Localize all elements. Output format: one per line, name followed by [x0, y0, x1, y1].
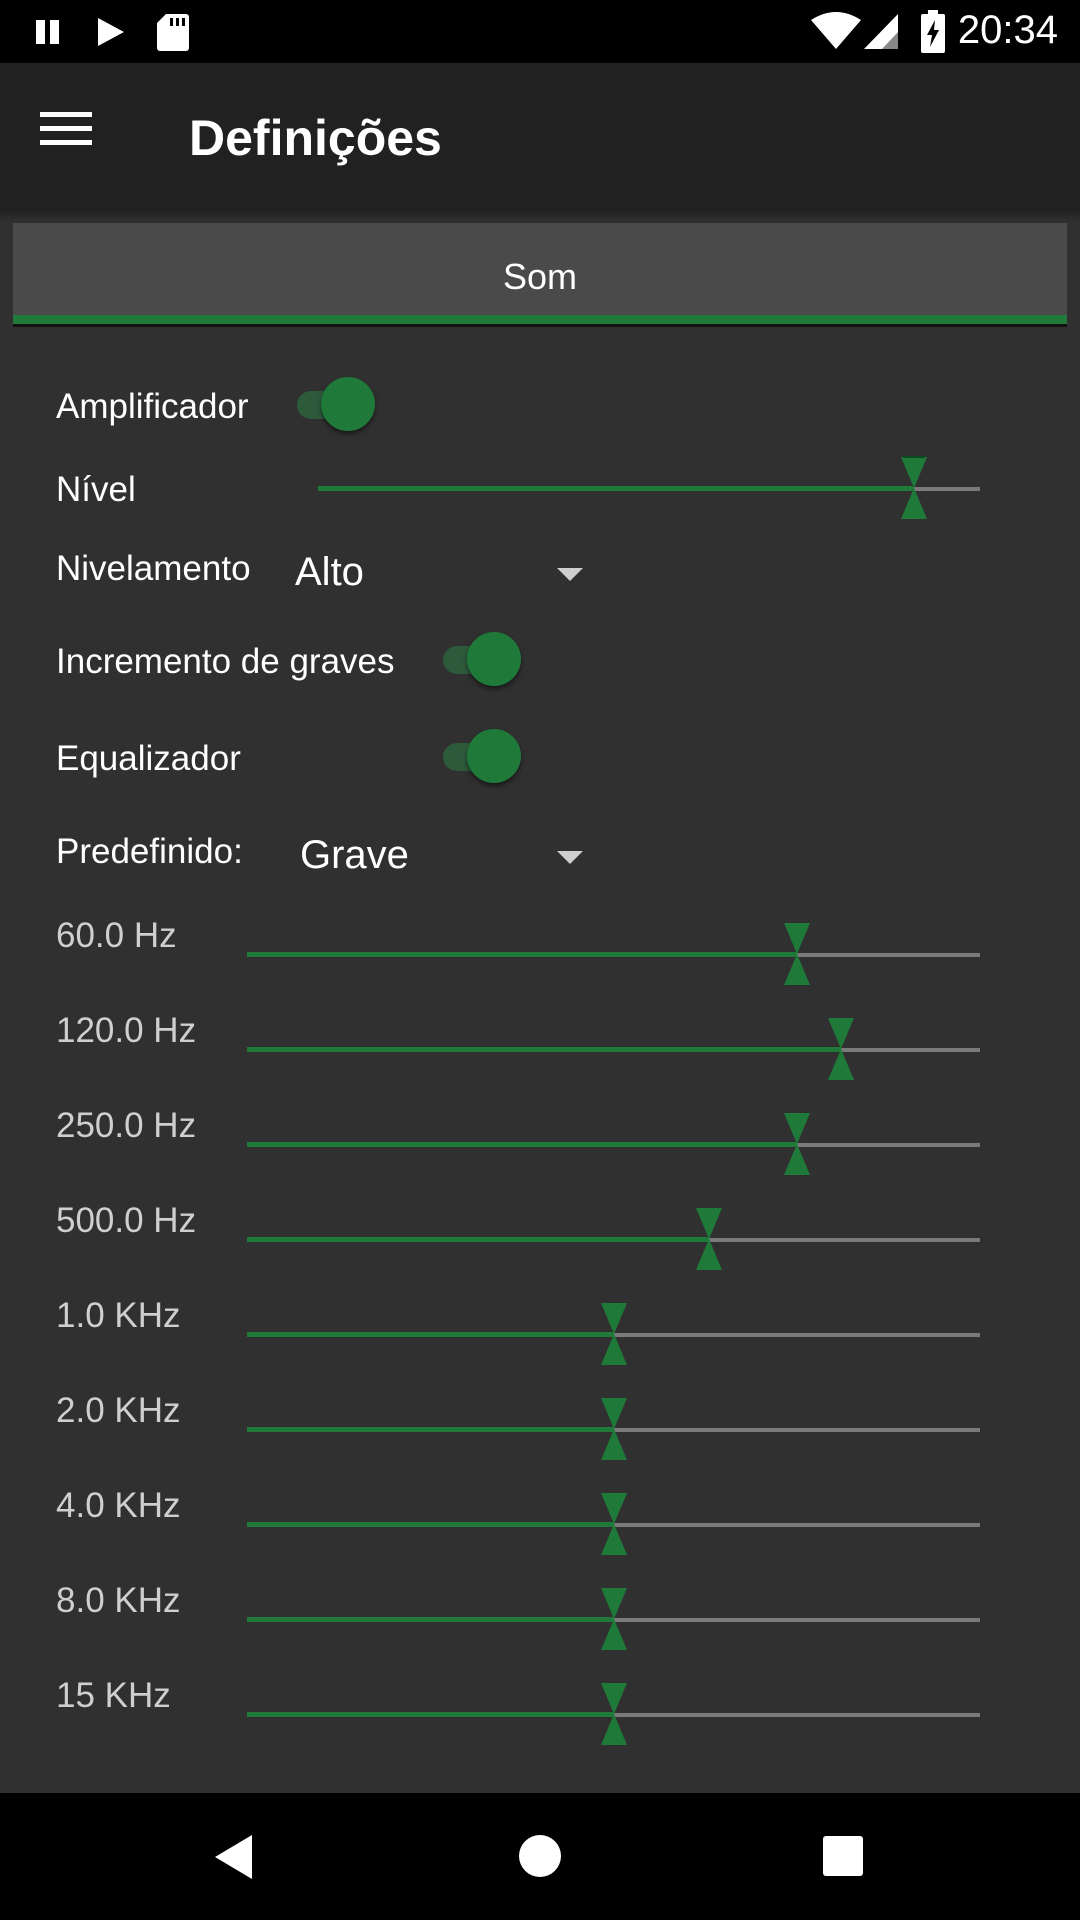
slider-fill	[247, 1427, 614, 1432]
navigation-bar	[0, 1793, 1080, 1920]
tab-som[interactable]: Som	[13, 223, 1067, 315]
slider-thumb[interactable]	[694, 1206, 724, 1272]
dropdown-arrow-icon	[557, 568, 583, 581]
band-slider-120hz[interactable]	[247, 1014, 980, 1084]
slider-fill	[247, 1712, 614, 1717]
band-label: 120.0 Hz	[56, 1011, 197, 1050]
amplifier-switch[interactable]	[293, 377, 381, 433]
level-label: Nível	[56, 470, 136, 509]
wifi-icon	[810, 12, 862, 55]
slider-thumb[interactable]	[599, 1586, 629, 1652]
menu-button[interactable]	[40, 108, 106, 164]
battery-charging-icon	[920, 10, 946, 59]
band-slider-15khz[interactable]	[247, 1679, 980, 1749]
slider-thumb[interactable]	[899, 455, 929, 521]
slider-fill	[247, 1522, 614, 1527]
band-label: 500.0 Hz	[56, 1201, 197, 1240]
app-bar-shadow	[0, 209, 1080, 221]
sd-card-icon	[156, 12, 190, 57]
slider-fill	[247, 1332, 614, 1337]
band-slider-2khz[interactable]	[247, 1394, 980, 1464]
slider-thumb[interactable]	[599, 1301, 629, 1367]
home-button[interactable]	[518, 1834, 562, 1883]
tab-label: Som	[502, 256, 578, 297]
recents-icon	[822, 1836, 864, 1881]
band-label: 8.0 KHz	[56, 1581, 181, 1620]
band-slider-250hz[interactable]	[247, 1109, 980, 1179]
signal-icon	[862, 12, 900, 55]
switch-thumb	[467, 632, 521, 686]
slider-thumb[interactable]	[826, 1016, 856, 1082]
band-label: 15 KHz	[56, 1676, 171, 1715]
band-label: 2.0 KHz	[56, 1391, 181, 1430]
band-label: 60.0 Hz	[56, 916, 177, 955]
leveling-value: Alto	[295, 550, 364, 594]
slider-thumb[interactable]	[599, 1491, 629, 1557]
preset-dropdown[interactable]: Grave	[300, 823, 590, 883]
slider-thumb[interactable]	[599, 1396, 629, 1462]
tab-divider	[13, 324, 1067, 327]
band-label: 1.0 KHz	[56, 1296, 181, 1335]
equalizer-switch[interactable]	[439, 729, 527, 785]
back-button[interactable]	[212, 1833, 256, 1886]
home-icon	[518, 1835, 562, 1882]
leveling-label: Nivelamento	[56, 549, 251, 588]
level-slider[interactable]	[318, 453, 980, 523]
dropdown-arrow-icon	[557, 851, 583, 864]
preset-value: Grave	[300, 833, 409, 877]
slider-thumb[interactable]	[782, 1111, 812, 1177]
tab-indicator	[13, 315, 1067, 324]
menu-icon	[40, 108, 106, 148]
slider-fill	[247, 1617, 614, 1622]
back-icon	[212, 1835, 256, 1885]
switch-thumb	[467, 729, 521, 783]
slider-fill	[247, 1142, 797, 1147]
pause-icon	[34, 18, 62, 51]
bass-boost-switch[interactable]	[439, 632, 527, 688]
slider-fill	[247, 1237, 709, 1242]
band-slider-8khz[interactable]	[247, 1584, 980, 1654]
leveling-dropdown[interactable]: Alto	[295, 540, 585, 600]
bass-boost-label: Incremento de graves	[56, 642, 395, 681]
amplifier-label: Amplificador	[56, 387, 249, 426]
app-bar: Definições	[0, 63, 1080, 209]
recents-button[interactable]	[822, 1835, 864, 1882]
slider-thumb[interactable]	[782, 921, 812, 987]
band-label: 250.0 Hz	[56, 1106, 197, 1145]
band-slider-4khz[interactable]	[247, 1489, 980, 1559]
clock: 20:34	[957, 8, 1058, 52]
band-label: 4.0 KHz	[56, 1486, 181, 1525]
equalizer-label: Equalizador	[56, 739, 241, 778]
slider-fill	[247, 1047, 841, 1052]
slider-fill	[318, 486, 914, 491]
play-icon	[96, 16, 126, 53]
status-bar: 20:34	[0, 0, 1080, 63]
page-title: Definições	[189, 110, 442, 166]
band-slider-60hz[interactable]	[247, 919, 980, 989]
band-slider-1khz[interactable]	[247, 1299, 980, 1369]
band-slider-500hz[interactable]	[247, 1204, 980, 1274]
slider-fill	[247, 952, 797, 957]
switch-thumb	[321, 377, 375, 431]
preset-label: Predefinido:	[56, 832, 243, 871]
slider-thumb[interactable]	[599, 1681, 629, 1747]
